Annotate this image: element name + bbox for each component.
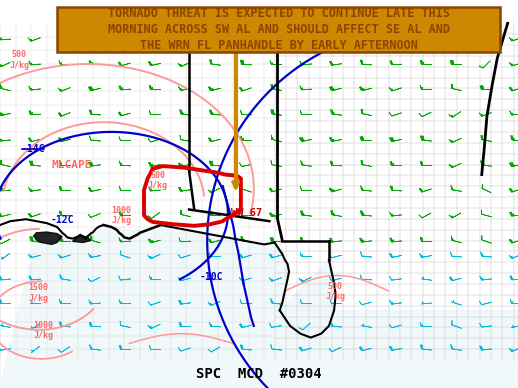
Polygon shape (0, 225, 518, 388)
Text: WW 67: WW 67 (231, 208, 262, 218)
Text: 1000
J/kg: 1000 J/kg (111, 206, 132, 225)
Text: MLCAPE: MLCAPE (52, 160, 92, 170)
Polygon shape (34, 232, 62, 244)
FancyBboxPatch shape (57, 7, 500, 52)
Text: SPC  MCD  #0304: SPC MCD #0304 (196, 367, 322, 381)
Text: -12C: -12C (51, 215, 74, 225)
Text: 500
J/kg: 500 J/kg (9, 50, 30, 70)
Text: 1000
J/kg: 1000 J/kg (34, 321, 54, 340)
Text: TORNADO THREAT IS EXPECTED TO CONTINUE LATE THIS
MORNING ACROSS SW AL AND SHOULD: TORNADO THREAT IS EXPECTED TO CONTINUE L… (108, 7, 450, 52)
Text: -14C: -14C (22, 144, 45, 154)
Polygon shape (73, 236, 91, 242)
Text: 1500
J/kg: 1500 J/kg (28, 283, 49, 303)
Text: -10C: -10C (199, 272, 223, 282)
Text: 500
J/kg: 500 J/kg (148, 171, 168, 190)
Text: 500
J/kg: 500 J/kg (325, 282, 346, 301)
